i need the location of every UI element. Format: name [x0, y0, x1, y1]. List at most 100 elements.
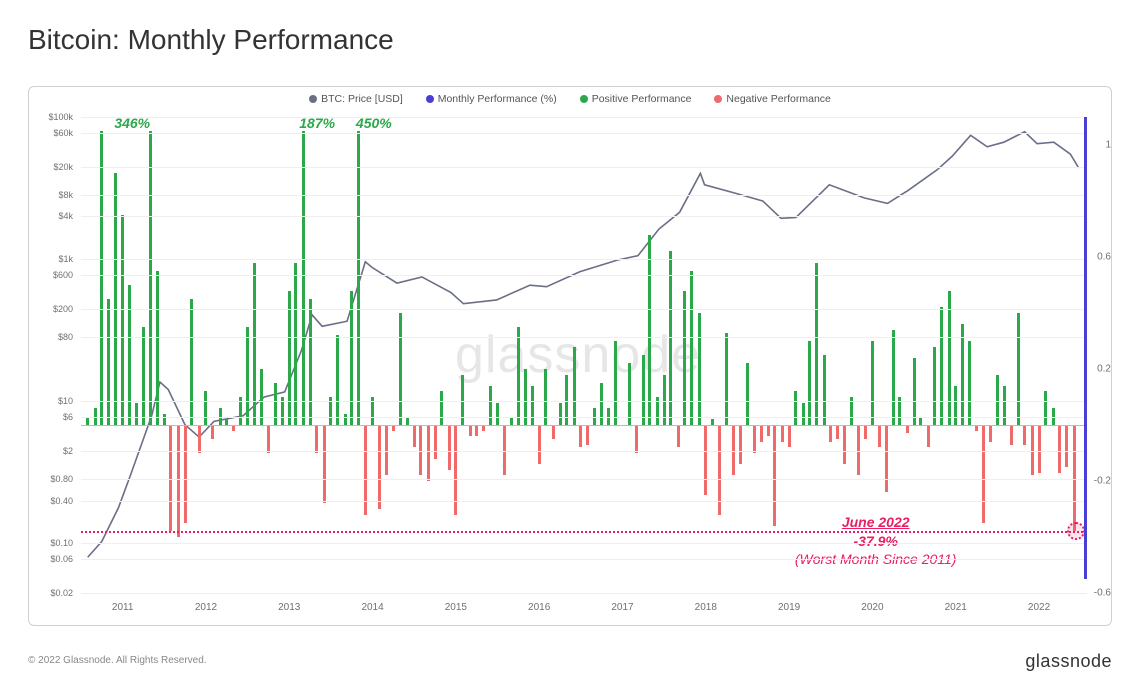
- bar-positive: [100, 131, 103, 425]
- bar-positive: [440, 391, 443, 425]
- y-left-tick: $4k: [29, 211, 77, 221]
- bar-positive: [948, 291, 951, 425]
- bar-positive: [961, 324, 964, 425]
- bar-positive: [204, 391, 207, 425]
- bar-positive: [399, 313, 402, 425]
- gridline: [81, 117, 1087, 118]
- bar-negative: [552, 425, 555, 439]
- plot-area: glassnode 346%187%450%June 2022-37.9%(Wo…: [81, 117, 1087, 591]
- bar-negative: [843, 425, 846, 464]
- bar-positive: [614, 341, 617, 425]
- bar-positive: [648, 235, 651, 425]
- bar-positive: [559, 403, 562, 425]
- bar-positive: [913, 358, 916, 425]
- legend-monthly: Monthly Performance (%): [426, 93, 557, 105]
- bar-negative: [829, 425, 832, 442]
- bar-positive: [802, 403, 805, 425]
- x-tick: 2012: [195, 602, 217, 613]
- bar-positive: [344, 414, 347, 425]
- bar-negative: [267, 425, 270, 453]
- legend-negative-dot: [714, 95, 722, 103]
- bar-positive: [246, 327, 249, 425]
- bar-positive: [107, 299, 110, 425]
- bar-negative: [773, 425, 776, 526]
- bar-negative: [906, 425, 909, 433]
- bar-positive: [698, 313, 701, 425]
- bar-positive: [489, 386, 492, 425]
- bar-positive: [128, 285, 131, 425]
- legend-negative-label: Negative Performance: [726, 93, 830, 105]
- gridline: [81, 451, 1087, 452]
- legend-monthly-label: Monthly Performance (%): [438, 93, 557, 105]
- y-right-tick: 1: [1089, 140, 1111, 151]
- y-left-tick: $0.02: [29, 588, 77, 598]
- y-left-tick: $0.40: [29, 496, 77, 506]
- y-left-tick: $60k: [29, 128, 77, 138]
- bar-positive: [163, 414, 166, 425]
- y-left-tick: $0.10: [29, 538, 77, 548]
- bar-negative: [1038, 425, 1041, 473]
- bar-negative: [878, 425, 881, 447]
- bar-positive: [746, 363, 749, 425]
- gridline: [81, 167, 1087, 168]
- bar-positive: [350, 291, 353, 425]
- bar-negative: [635, 425, 638, 453]
- y-left-tick: $1k: [29, 254, 77, 264]
- bar-positive: [794, 391, 797, 425]
- bar-positive: [142, 327, 145, 425]
- bar-negative: [1058, 425, 1061, 473]
- bar-positive: [302, 131, 305, 425]
- bar-negative: [982, 425, 985, 523]
- legend: BTC: Price [USD] Monthly Performance (%)…: [29, 93, 1111, 106]
- footer-brand: glassnode: [1025, 651, 1112, 672]
- bar-positive: [600, 383, 603, 425]
- y-left-tick: $600: [29, 270, 77, 280]
- bar-negative: [1073, 425, 1076, 531]
- bar-negative: [781, 425, 784, 442]
- gridline: [81, 216, 1087, 217]
- bar-positive: [573, 347, 576, 425]
- y-right-tick: -0.2: [1089, 476, 1111, 487]
- y-left-tick: $8k: [29, 190, 77, 200]
- bar-negative: [413, 425, 416, 447]
- y-right-tick: 0.6: [1089, 252, 1111, 263]
- gridline: [81, 337, 1087, 338]
- bar-negative: [1065, 425, 1068, 467]
- bar-positive: [288, 291, 291, 425]
- x-tick: 2016: [528, 602, 550, 613]
- gridline: [81, 593, 1087, 594]
- bar-negative: [427, 425, 430, 481]
- bar-negative: [739, 425, 742, 464]
- legend-price: BTC: Price [USD]: [309, 93, 403, 105]
- bar-negative: [885, 425, 888, 492]
- bar-positive: [933, 347, 936, 425]
- gridline: [81, 195, 1087, 196]
- bar-negative: [704, 425, 707, 495]
- bar-positive: [892, 330, 895, 425]
- bar-positive: [669, 251, 672, 425]
- legend-positive: Positive Performance: [580, 93, 692, 105]
- y-right-tick: 0.2: [1089, 364, 1111, 375]
- gridline: [81, 401, 1087, 402]
- y-left-tick: $100k: [29, 112, 77, 122]
- bar-positive: [1044, 391, 1047, 425]
- bar-positive: [642, 355, 645, 425]
- y-left-tick: $80: [29, 332, 77, 342]
- legend-monthly-dot: [426, 95, 434, 103]
- bar-positive: [135, 403, 138, 425]
- chart-container: BTC: Price [USD] Monthly Performance (%)…: [28, 86, 1112, 626]
- reference-dashed-line: [81, 531, 1087, 533]
- bar-positive: [1017, 313, 1020, 425]
- zero-line: [81, 425, 1087, 426]
- x-tick: 2018: [695, 602, 717, 613]
- bar-positive: [725, 333, 728, 425]
- bar-negative: [177, 425, 180, 537]
- gridline: [81, 309, 1087, 310]
- right-edge-indicator: [1084, 117, 1087, 579]
- y-left-tick: $0.80: [29, 474, 77, 484]
- bar-negative: [211, 425, 214, 439]
- bar-positive: [954, 386, 957, 425]
- legend-positive-label: Positive Performance: [592, 93, 692, 105]
- bar-positive: [628, 363, 631, 425]
- bar-positive: [968, 341, 971, 425]
